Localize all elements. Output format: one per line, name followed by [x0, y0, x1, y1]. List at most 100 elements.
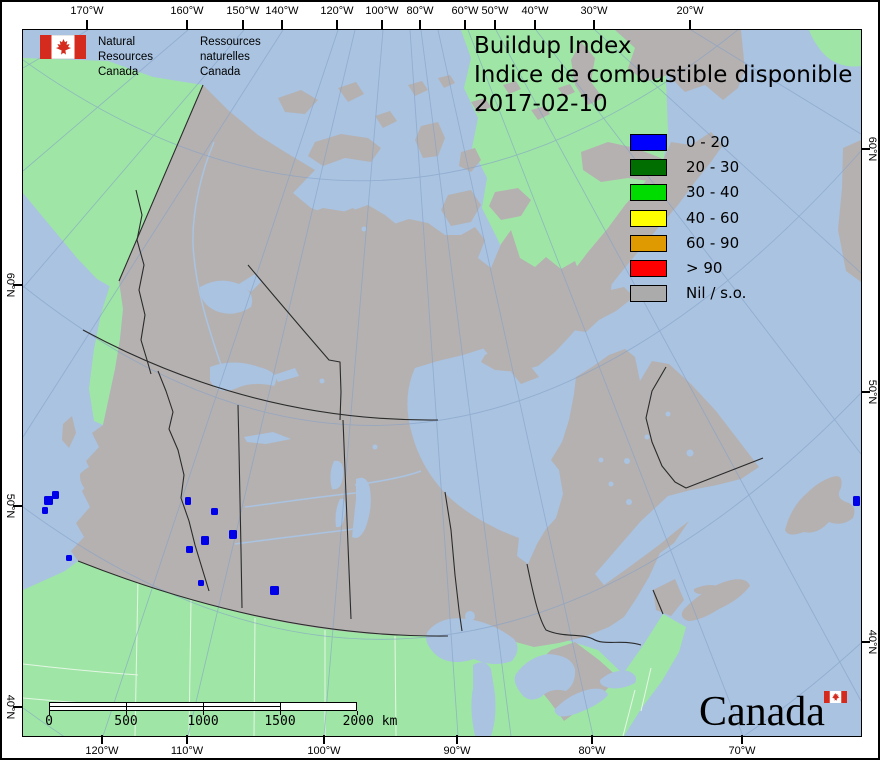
alaska: [23, 58, 203, 287]
bathurst-island: [415, 122, 445, 158]
bui-station-dot: [270, 586, 279, 595]
legend-swatch: [630, 209, 667, 227]
bui-station-dot: [42, 507, 48, 514]
lake-erie: [554, 688, 608, 717]
longitude-label: 110°W: [170, 745, 204, 757]
legend-swatch: [630, 183, 667, 201]
title-line-en: Buildup Index: [474, 33, 632, 59]
latitude-label: 60°N: [4, 272, 16, 298]
longitude-label: 90°W: [443, 745, 471, 757]
new-brunswick: [653, 579, 684, 616]
greenland-corner: [809, 30, 861, 67]
prince-of-wales-island: [441, 190, 481, 226]
longitude-tick: [381, 20, 383, 29]
longitude-tick: [86, 20, 88, 29]
longitude-tick: [186, 20, 188, 29]
longitude-tick: [336, 20, 338, 29]
title-line-fr: Indice de combustible disponible: [474, 62, 853, 88]
lake-huron: [514, 654, 576, 700]
haida-gwaii: [62, 416, 76, 448]
longitude-label: 120°W: [85, 745, 119, 757]
longitude-tick: [419, 20, 421, 29]
wordmark-flag-icon: [824, 691, 847, 703]
bui-station-dot: [198, 580, 204, 586]
edge-land-strip: [838, 140, 861, 282]
longitude-label: 20°W: [676, 5, 704, 17]
logo-text-fr: Ressources naturelles Canada: [200, 36, 261, 78]
longitude-label: 150°W: [226, 5, 260, 17]
latitude-tick: [861, 148, 870, 150]
bui-station-dot: [201, 536, 209, 545]
nrcan-logo: Natural Resources Canada Ressources natur…: [40, 35, 310, 80]
great-slave-lake: [210, 362, 277, 391]
cornwallis-island: [459, 148, 481, 172]
canada-wordmark: Canada: [699, 689, 825, 735]
legend-swatch: [630, 158, 667, 176]
legend-item: > 90: [630, 259, 722, 277]
bui-station-dot: [66, 555, 72, 561]
map-title: Buildup Index Indice de combustible disp…: [474, 32, 852, 119]
border-nb-maine: [652, 589, 664, 615]
lake-athabasca: [244, 432, 291, 444]
map-canvas: [22, 29, 862, 737]
lake-michigan: [471, 662, 496, 736]
scale-label: 500: [114, 714, 138, 729]
lake-winnipeg: [352, 477, 371, 538]
latitude-label: 40°N: [4, 694, 16, 720]
latitude-tick: [13, 284, 22, 286]
scale-bar-midline: [49, 706, 280, 707]
scale-label: 1500: [264, 714, 296, 729]
border-mb-on: [444, 491, 463, 632]
victoria-island: [281, 205, 408, 298]
anticosti: [661, 471, 693, 482]
longitude-label: 80°W: [406, 5, 434, 17]
longitude-label: 70°W: [728, 745, 756, 757]
longitude-label: 100°W: [365, 5, 399, 17]
legend-swatch: [630, 284, 667, 302]
border-alaska-yukon: [118, 84, 204, 282]
bui-station-dot: [229, 530, 237, 539]
latitude-tick: [861, 641, 870, 643]
great-bear-lake: [199, 280, 253, 314]
longitude-tick: [456, 735, 458, 744]
border-on-qc: [526, 563, 642, 646]
latitude-label: 60°N: [866, 136, 878, 162]
legend-label: Nil / s.o.: [686, 284, 747, 302]
logo-text-en: Natural Resources Canada: [98, 36, 153, 78]
canada-flag-icon: [40, 35, 86, 59]
legend-item: 30 - 40: [630, 183, 739, 201]
mainland: [71, 85, 759, 647]
reindeer-lake: [330, 460, 344, 490]
bui-station-dot: [853, 496, 860, 506]
legend-swatch: [630, 259, 667, 277]
longitude-tick: [323, 735, 325, 744]
bui-station-dot: [211, 508, 218, 515]
longitude-label: 50°W: [481, 5, 509, 17]
border-yukon-nwt: [135, 189, 152, 375]
latitude-label: 50°N: [866, 379, 878, 405]
alaska-panhandle: [89, 281, 123, 425]
legend-swatch: [630, 133, 667, 151]
longitude-label: 40°W: [521, 5, 549, 17]
pei: [693, 585, 718, 594]
melville-island: [308, 134, 381, 166]
somerset-island: [489, 188, 531, 220]
axel-heiberg: [571, 42, 603, 105]
graticule: [23, 30, 861, 736]
legend-label: 20 - 30: [686, 158, 740, 176]
title-date: 2017-02-10: [474, 91, 608, 117]
longitude-tick: [534, 20, 536, 29]
longitude-tick: [591, 735, 593, 744]
longitude-tick: [689, 20, 691, 29]
bui-station-dot: [186, 546, 193, 553]
border-60n: [82, 329, 439, 421]
nova-scotia: [681, 579, 750, 621]
longitude-label: 170°W: [70, 5, 104, 17]
longitude-label: 60°W: [451, 5, 479, 17]
longitude-tick: [464, 20, 466, 29]
scale-label: 1000: [187, 714, 219, 729]
southampton-island: [478, 322, 551, 366]
longitude-tick: [593, 20, 595, 29]
bui-station-dot: [44, 496, 53, 505]
